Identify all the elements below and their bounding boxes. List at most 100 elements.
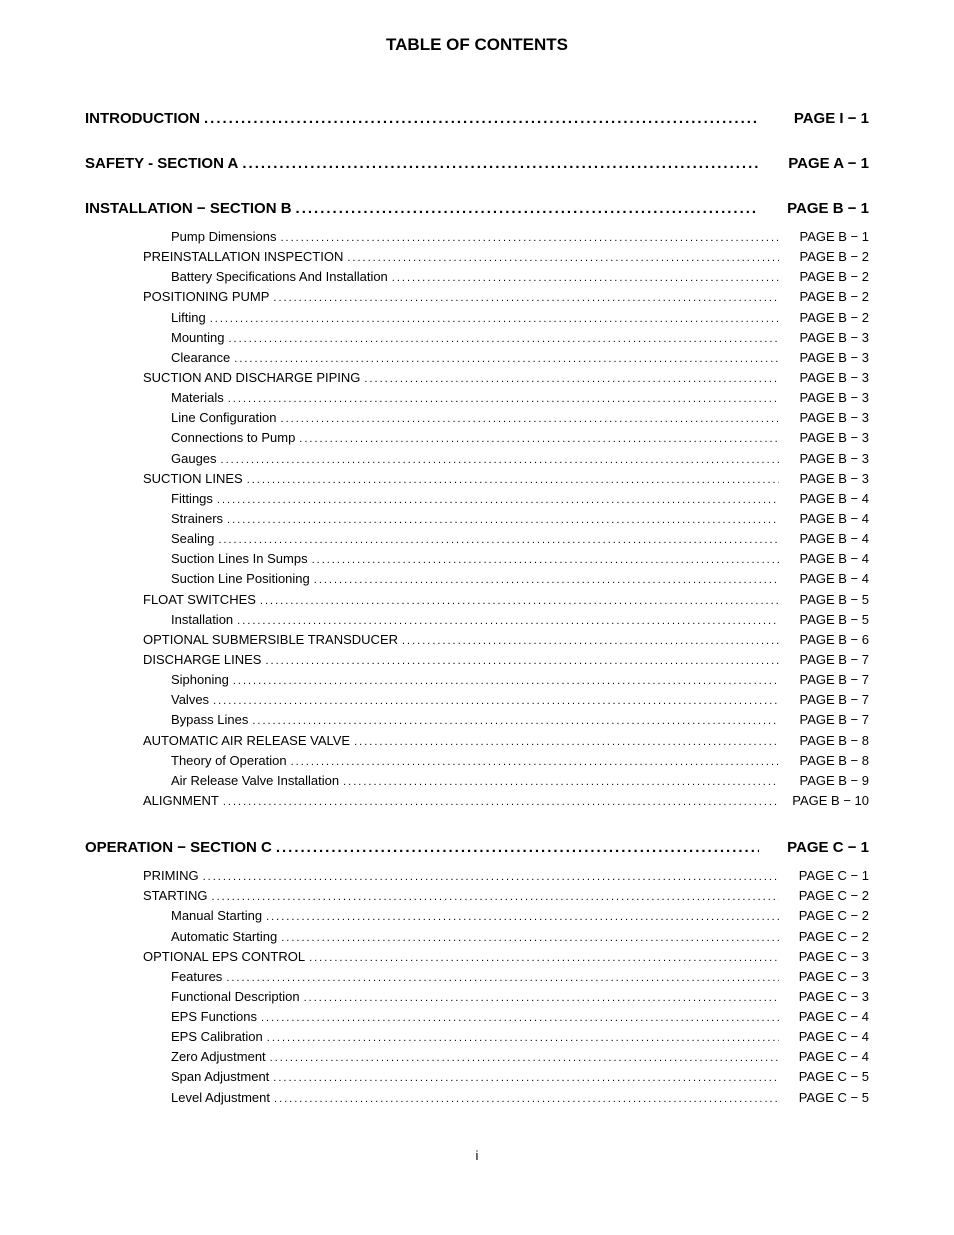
toc-entry: Zero Adjustment.........................… — [143, 1047, 869, 1067]
toc-section-label: OPERATION − SECTION C — [85, 839, 272, 856]
toc-entry-page: PAGE B − 4 — [779, 549, 869, 569]
toc-entry-page: PAGE B − 3 — [779, 469, 869, 489]
toc-section-header: INTRODUCTION............................… — [85, 110, 869, 127]
toc-leader-dots: ........................................… — [206, 311, 779, 328]
toc-entry-page: PAGE B − 7 — [779, 690, 869, 710]
toc-entry-page: PAGE B − 8 — [779, 731, 869, 751]
toc-entry-label: Materials — [143, 388, 224, 408]
toc-leader-dots: ........................................… — [360, 371, 779, 388]
toc-entry: Automatic Starting......................… — [143, 927, 869, 947]
toc-entry-label: DISCHARGE LINES — [143, 650, 261, 670]
toc-entry: Gauges..................................… — [143, 449, 869, 469]
page-title: TABLE OF CONTENTS — [85, 35, 869, 55]
toc-entry: PRIMING.................................… — [143, 866, 869, 886]
toc-entry-page: PAGE B − 3 — [779, 368, 869, 388]
toc-section-label: INTRODUCTION — [85, 110, 200, 127]
toc-entry-page: PAGE B − 1 — [779, 227, 869, 247]
toc-entry-label: Air Release Valve Installation — [143, 771, 339, 791]
toc-leader-dots: ........................................… — [217, 452, 779, 469]
toc-entry-label: Bypass Lines — [143, 710, 248, 730]
toc-section-header: INSTALLATION − SECTION B................… — [85, 200, 869, 217]
toc-section-label: INSTALLATION − SECTION B — [85, 200, 292, 217]
toc-section-page: PAGE C − 1 — [759, 839, 869, 856]
toc-entry-label: Automatic Starting — [143, 927, 277, 947]
toc-leader-dots: ........................................… — [199, 869, 779, 886]
toc-entry-label: Lifting — [143, 308, 206, 328]
toc-entry: DISCHARGE LINES.........................… — [143, 650, 869, 670]
toc-entry-page: PAGE B − 4 — [779, 509, 869, 529]
toc-entry-page: PAGE B − 3 — [779, 449, 869, 469]
toc-entry: PREINSTALLATION INSPECTION..............… — [143, 247, 869, 267]
toc-leader-dots: ........................................… — [277, 230, 780, 247]
toc-entry: EPS Calibration.........................… — [143, 1027, 869, 1047]
toc-entry: Sealing.................................… — [143, 529, 869, 549]
toc-entry-label: Mounting — [143, 328, 224, 348]
toc-entry-label: POSITIONING PUMP — [143, 287, 269, 307]
toc-entry-label: Suction Lines In Sumps — [143, 549, 308, 569]
toc-leader-dots: ........................................… — [305, 950, 779, 967]
toc-entry-label: Sealing — [143, 529, 214, 549]
toc-entry: Mounting................................… — [143, 328, 869, 348]
toc-leader-dots: ........................................… — [343, 250, 779, 267]
toc-entry-label: Battery Specifications And Installation — [143, 267, 388, 287]
toc-entry: AUTOMATIC AIR RELEASE VALVE.............… — [143, 731, 869, 751]
page-number: i — [85, 1148, 869, 1163]
toc-section-header: OPERATION − SECTION C...................… — [85, 839, 869, 856]
toc-entry-page: PAGE C − 1 — [779, 866, 869, 886]
toc-leader-dots: ........................................… — [269, 290, 779, 307]
toc-leader-dots: ........................................… — [300, 990, 779, 1007]
toc-entry-page: PAGE B − 8 — [779, 751, 869, 771]
toc-leader-dots: ........................................… — [223, 512, 779, 529]
toc-entry-page: PAGE B − 3 — [779, 428, 869, 448]
toc-entry-page: PAGE C − 2 — [779, 927, 869, 947]
toc-entry: Functional Description..................… — [143, 987, 869, 1007]
toc-section-header: SAFETY - SECTION A......................… — [85, 155, 869, 172]
toc-entry-label: Functional Description — [143, 987, 300, 1007]
toc-entry-label: Gauges — [143, 449, 217, 469]
toc-leader-dots: ........................................… — [208, 889, 779, 906]
toc-entry-page: PAGE B − 3 — [779, 408, 869, 428]
toc-leader-dots: ........................................… — [262, 909, 779, 926]
toc-entry-page: PAGE C − 4 — [779, 1027, 869, 1047]
toc-entry-label: SUCTION AND DISCHARGE PIPING — [143, 368, 360, 388]
toc-entry: Features................................… — [143, 967, 869, 987]
toc-entry: ALIGNMENT...............................… — [143, 791, 869, 811]
table-of-contents: INTRODUCTION............................… — [85, 110, 869, 1108]
toc-entry-label: Suction Line Positioning — [143, 569, 310, 589]
toc-entry-page: PAGE C − 2 — [779, 906, 869, 926]
toc-entry-label: Fittings — [143, 489, 213, 509]
toc-entry: Air Release Valve Installation..........… — [143, 771, 869, 791]
toc-leader-dots: ........................................… — [224, 391, 779, 408]
toc-leader-dots: ........................................… — [277, 411, 779, 428]
toc-entry-page: PAGE B − 3 — [779, 348, 869, 368]
toc-leader-dots: ........................................… — [310, 572, 779, 589]
toc-entry-page: PAGE B − 5 — [779, 590, 869, 610]
toc-entry-page: PAGE C − 4 — [779, 1007, 869, 1027]
toc-entry: Siphoning...............................… — [143, 670, 869, 690]
toc-entry-label: Installation — [143, 610, 233, 630]
toc-leader-dots: ........................................… — [270, 1091, 779, 1108]
toc-leader-dots: ........................................… — [388, 270, 779, 287]
toc-entry: FLOAT SWITCHES..........................… — [143, 590, 869, 610]
toc-entry: Manual Starting.........................… — [143, 906, 869, 926]
toc-section-page: PAGE A − 1 — [759, 155, 869, 172]
toc-entry: OPTIONAL EPS CONTROL....................… — [143, 947, 869, 967]
toc-section-body: Pump Dimensions.........................… — [85, 227, 869, 811]
toc-leader-dots: ........................................… — [350, 734, 779, 751]
toc-section-label: SAFETY - SECTION A — [85, 155, 238, 172]
toc-entry-label: EPS Calibration — [143, 1027, 263, 1047]
toc-entry-label: EPS Functions — [143, 1007, 257, 1027]
toc-entry: Clearance...............................… — [143, 348, 869, 368]
toc-entry-page: PAGE B − 2 — [779, 267, 869, 287]
toc-leader-dots: ........................................… — [272, 839, 759, 856]
toc-leader-dots: ........................................… — [213, 492, 779, 509]
toc-entry-label: Manual Starting — [143, 906, 262, 926]
toc-entry-label: Valves — [143, 690, 209, 710]
toc-entry-page: PAGE B − 3 — [779, 328, 869, 348]
toc-leader-dots: ........................................… — [230, 351, 779, 368]
toc-leader-dots: ........................................… — [295, 431, 779, 448]
toc-leader-dots: ........................................… — [233, 613, 779, 630]
toc-entry-page: PAGE B − 4 — [779, 489, 869, 509]
toc-leader-dots: ........................................… — [248, 713, 779, 730]
toc-entry-page: PAGE B − 4 — [779, 569, 869, 589]
